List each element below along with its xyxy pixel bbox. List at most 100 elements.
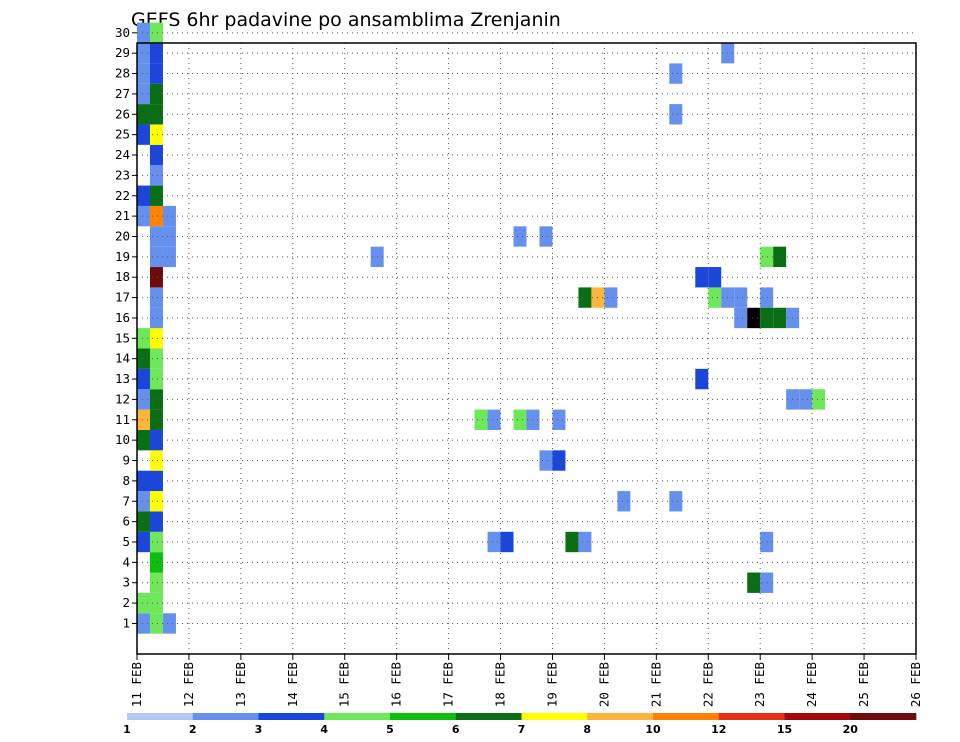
precip-cell <box>760 307 774 329</box>
x-tick-label: 16 FEB <box>389 662 404 707</box>
precip-cell <box>162 226 176 247</box>
precip-cell <box>149 429 163 451</box>
y-tick-label: 17 <box>115 290 130 305</box>
precip-cell <box>149 124 163 145</box>
precip-cell <box>137 22 150 43</box>
legend-swatch <box>784 713 851 720</box>
precip-cell <box>747 307 761 329</box>
y-tick-label: 18 <box>115 269 130 284</box>
x-tick-label: 19 FEB <box>544 662 559 707</box>
precip-cell <box>760 572 774 593</box>
precip-cell <box>669 104 683 125</box>
x-tick-label: 25 FEB <box>856 662 871 707</box>
legend-swatch <box>850 713 917 720</box>
precip-cell <box>137 592 150 614</box>
legend-swatch <box>390 713 457 720</box>
precip-cell <box>137 613 150 634</box>
y-tick-label: 11 <box>115 412 130 427</box>
precip-cell <box>617 491 631 512</box>
x-tick-label: 18 FEB <box>493 662 508 707</box>
legend-swatch <box>653 713 720 720</box>
precip-cell <box>773 307 787 329</box>
precip-cell <box>773 246 787 268</box>
y-tick-label: 23 <box>115 167 130 182</box>
y-tick-label: 24 <box>115 147 130 162</box>
legend-swatch <box>258 713 325 720</box>
legend-label: 10 <box>645 723 661 736</box>
precip-cell <box>149 63 163 84</box>
precip-cell <box>162 205 176 227</box>
x-axis-ticks: 11 FEB 12 FEB 13 FEB 14 FEB 15 FEB 16 FEB 17 F… <box>129 654 923 707</box>
precip-cell <box>578 287 592 308</box>
y-tick-label: 16 <box>115 310 130 325</box>
x-tick-label: 22 FEB <box>700 662 715 707</box>
precip-cell <box>149 267 163 288</box>
precip-cell <box>137 470 150 492</box>
legend-label: 4 <box>320 723 328 736</box>
legend-label: 8 <box>583 723 591 736</box>
y-axis-ticks: 1234567891011121314151617181920212223242… <box>115 25 137 630</box>
precip-cell <box>149 185 163 206</box>
x-tick-label: 24 FEB <box>804 662 819 707</box>
precip-cell <box>149 328 163 349</box>
precip-cell <box>137 348 150 369</box>
precip-cell <box>137 429 150 451</box>
precip-cell <box>487 531 501 553</box>
y-tick-label: 8 <box>122 473 130 488</box>
precip-cell <box>149 287 163 308</box>
x-tick-label: 15 FEB <box>337 662 352 707</box>
y-tick-label: 14 <box>115 351 130 366</box>
precip-cell <box>137 511 150 532</box>
y-tick-label: 13 <box>115 371 130 386</box>
precip-cell <box>760 287 774 308</box>
legend-swatch <box>718 713 785 720</box>
precip-cell <box>149 22 163 43</box>
precip-cell <box>565 531 579 553</box>
plot-frame <box>136 42 917 655</box>
precip-cell <box>137 328 150 349</box>
precip-cell <box>760 246 774 268</box>
y-tick-label: 6 <box>122 514 130 529</box>
y-tick-label: 26 <box>115 106 130 121</box>
precip-cell <box>149 470 163 492</box>
precip-cell <box>137 491 150 512</box>
precip-cell <box>162 613 176 634</box>
y-tick-label: 30 <box>115 25 130 40</box>
precip-cell <box>149 368 163 390</box>
precip-cell <box>149 144 163 166</box>
y-tick-label: 1 <box>122 615 130 630</box>
precip-cell <box>695 267 709 288</box>
precip-cell <box>812 389 826 410</box>
x-tick-label: 23 FEB <box>752 662 767 707</box>
legend-label: 20 <box>843 723 859 736</box>
precip-cell <box>137 104 150 125</box>
y-tick-label: 21 <box>115 208 130 223</box>
precip-cell <box>149 531 163 553</box>
precip-cell <box>149 246 163 268</box>
precip-cell <box>695 368 709 390</box>
y-tick-label: 4 <box>122 554 130 569</box>
y-tick-label: 20 <box>115 228 130 243</box>
y-tick-label: 22 <box>115 188 130 203</box>
precip-cell <box>149 226 163 247</box>
legend-swatch <box>192 713 259 720</box>
x-tick-label: 13 FEB <box>233 662 248 707</box>
precip-cell <box>137 185 150 206</box>
precip-cell <box>149 511 163 532</box>
y-tick-label: 29 <box>115 45 130 60</box>
y-tick-label: 25 <box>115 127 130 142</box>
precip-cell <box>669 491 683 512</box>
precip-cell <box>137 63 150 84</box>
x-tick-label: 21 FEB <box>648 662 663 707</box>
legend-swatch <box>521 713 588 720</box>
y-tick-label: 27 <box>115 86 130 101</box>
y-tick-label: 12 <box>115 391 130 406</box>
x-tick-label: 12 FEB <box>181 662 196 707</box>
precip-cell <box>474 409 488 430</box>
x-tick-label: 11 FEB <box>129 662 144 707</box>
precip-cell <box>539 226 553 247</box>
precip-cell <box>149 613 163 634</box>
precip-cell <box>149 572 163 593</box>
y-tick-label: 2 <box>122 595 130 610</box>
